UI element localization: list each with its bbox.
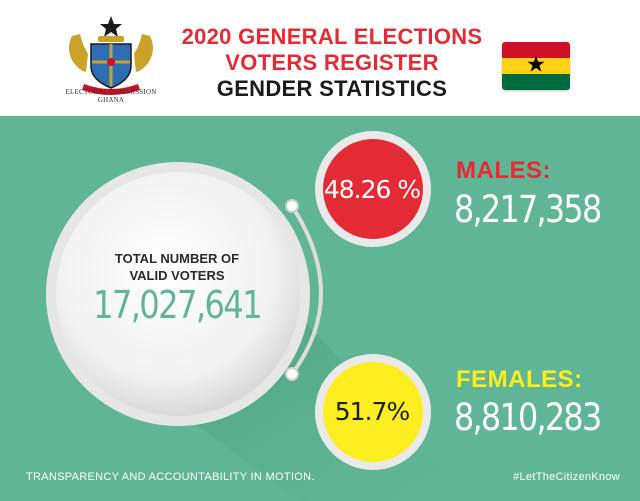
logo-caption-line1: ELECTORAL COMMISSION — [65, 88, 157, 96]
main-panel — [0, 116, 640, 501]
ghana-flag-icon — [502, 42, 570, 90]
male-percent: 48.26 % — [323, 175, 421, 204]
header: ELECTORAL COMMISSION GHANA 2020 GENERAL … — [0, 0, 640, 116]
total-value: 17,027,641 — [93, 283, 263, 327]
electoral-commission-crest-icon — [69, 16, 153, 95]
total-label-line1: TOTAL NUMBER OF — [114, 251, 240, 266]
total-label: TOTAL NUMBER OF VALID VOTERS — [82, 250, 272, 284]
logo-caption-line2: GHANA — [97, 96, 125, 104]
male-percent-circle — [323, 139, 423, 239]
title-line2: VOTERS REGISTER — [225, 50, 439, 75]
males-value: 8,217,358 — [454, 188, 602, 231]
logo-caption: ELECTORAL COMMISSION GHANA — [50, 88, 172, 104]
title-line1: 2020 GENERAL ELECTIONS — [181, 24, 483, 49]
flag-red-stripe — [502, 42, 570, 58]
males-label: MALES: — [456, 157, 551, 184]
female-percent: 51.7% — [334, 397, 410, 426]
female-percent-circle — [323, 362, 423, 462]
connector-dot-bottom — [285, 367, 299, 381]
females-value: 8,810,283 — [454, 396, 602, 439]
footer-hashtag: #LetTheCitizenKnow — [513, 471, 620, 483]
connector-dot-top — [285, 199, 299, 213]
total-circle — [56, 172, 300, 416]
connector-arc — [290, 204, 323, 376]
footer-tagline: TRANSPARENCY AND ACCOUNTABILITY IN MOTIO… — [26, 471, 315, 483]
females-label: FEMALES: — [456, 366, 583, 393]
flag-green-stripe — [502, 74, 570, 90]
graphic-shapes — [46, 131, 470, 501]
title-line3: GENDER STATISTICS — [216, 76, 448, 101]
flag-star-icon — [527, 55, 545, 72]
total-label-line2: VALID VOTERS — [129, 268, 225, 283]
